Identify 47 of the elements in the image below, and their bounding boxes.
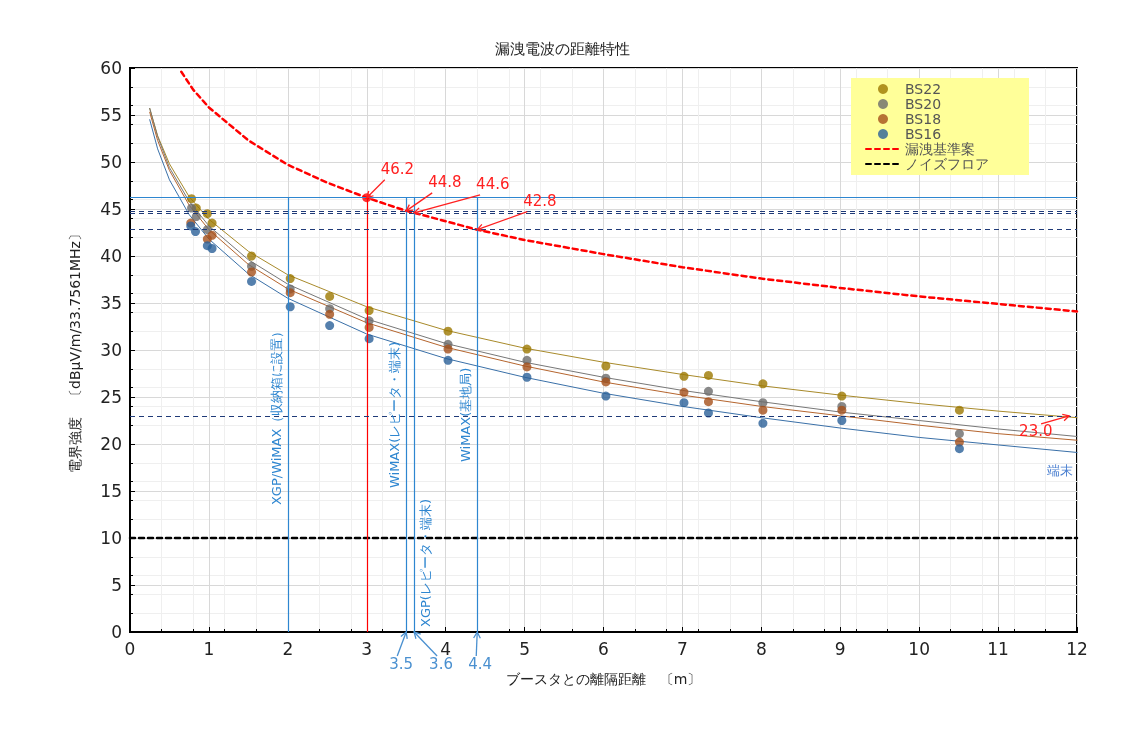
annotation: 3.5 — [389, 654, 414, 673]
legend-label: BS20 — [905, 96, 942, 112]
annotation: 42.8 — [523, 192, 557, 211]
y-tick-label: 25 — [100, 387, 122, 407]
x-tick-label: 5 — [519, 638, 530, 659]
x-tick-label: 7 — [677, 638, 688, 659]
y-axis-title: 電界強度 〔dBμV/m/33.7561MHz〕 — [67, 227, 83, 473]
x-tick-label: 12 — [1066, 638, 1088, 659]
y-tick-label: 35 — [100, 293, 122, 313]
annotation: 3.6 — [429, 654, 453, 673]
legend-label: 漏洩基準案 — [905, 141, 975, 157]
y-tick-label: 15 — [100, 481, 122, 501]
x-tick-label: 2 — [282, 638, 294, 659]
legend-label: BS22 — [905, 81, 942, 97]
x-tick-label: 9 — [834, 638, 846, 659]
y-tick-label: 45 — [100, 199, 122, 219]
legend-label: BS18 — [905, 111, 942, 127]
annotation: 44.8 — [428, 173, 462, 192]
y-tick-label: 10 — [100, 528, 122, 548]
y-tick-label: 60 — [100, 58, 122, 78]
annotation: 44.6 — [476, 175, 510, 194]
legend-label: ノイズフロア — [905, 156, 989, 172]
y-tick-label: 30 — [100, 340, 122, 360]
x-tick-label: 0 — [124, 638, 136, 659]
x-tick-label: 1 — [203, 638, 215, 659]
y-tick-label: 5 — [111, 575, 122, 595]
x-axis-title: ブースタとの離隔距離 〔m〕 — [505, 671, 702, 687]
y-tick-label: 20 — [100, 434, 122, 454]
ref-line-label: XGP/WiMAX（収納箱に設置） — [268, 324, 284, 506]
ref-line-label: XGP(レピータ・端末) — [418, 499, 434, 627]
x-tick-label: 11 — [987, 638, 1009, 659]
ref-line-label: WiMAX(基地局) — [458, 367, 474, 463]
y-tick-label: 55 — [100, 105, 122, 125]
annotation: 23.0 — [1019, 422, 1053, 441]
y-tick-label: 40 — [100, 246, 122, 266]
chart-title: 漏洩電波の距離特性 — [494, 39, 630, 58]
x-tick-label: 6 — [598, 638, 609, 659]
annotation: 46.2 — [380, 160, 415, 179]
annotation: 4.4 — [468, 654, 493, 673]
y-tick-label: 0 — [111, 622, 122, 642]
y-tick-label: 50 — [100, 152, 122, 172]
x-tick-label: 10 — [908, 638, 930, 659]
ref-line-label: WiMAX(レピータ・端末) — [387, 341, 403, 489]
x-tick-label: 8 — [755, 638, 767, 659]
legend-label: BS16 — [905, 126, 942, 142]
annotation: 端末 — [1047, 463, 1073, 478]
x-tick-label: 3 — [361, 638, 373, 659]
